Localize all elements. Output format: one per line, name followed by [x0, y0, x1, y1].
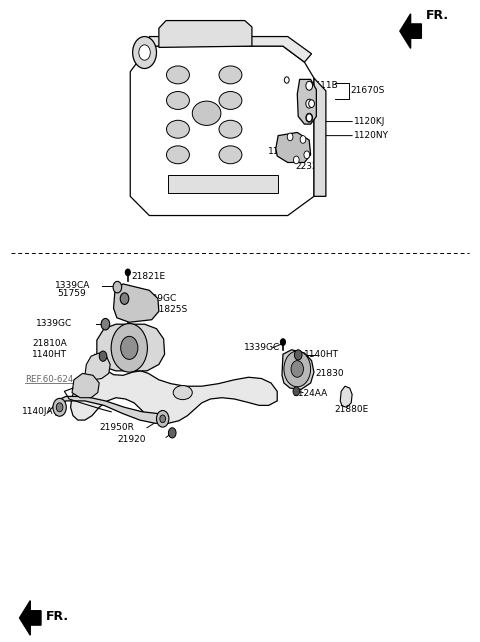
Circle shape [125, 269, 130, 275]
Ellipse shape [167, 92, 190, 109]
Circle shape [156, 410, 169, 427]
Text: 21825S: 21825S [153, 305, 187, 314]
Polygon shape [71, 363, 277, 423]
Text: 21810A: 21810A [33, 339, 67, 348]
Circle shape [287, 133, 293, 141]
Circle shape [300, 135, 306, 143]
Text: 1339GC: 1339GC [36, 319, 72, 328]
Text: 1140HT: 1140HT [304, 351, 339, 360]
Circle shape [306, 82, 312, 91]
Circle shape [306, 114, 312, 121]
Circle shape [291, 361, 303, 377]
Circle shape [113, 281, 121, 293]
Polygon shape [149, 37, 312, 62]
Ellipse shape [219, 66, 242, 84]
Circle shape [111, 324, 147, 372]
Circle shape [293, 387, 300, 395]
Circle shape [304, 151, 310, 159]
Text: 21920: 21920 [118, 435, 146, 444]
Text: 21670S: 21670S [351, 87, 385, 96]
Text: 1339GC: 1339GC [141, 294, 178, 303]
Circle shape [160, 415, 166, 422]
Polygon shape [340, 386, 352, 407]
Circle shape [56, 403, 63, 412]
Text: 1123LJ: 1123LJ [268, 147, 298, 156]
Text: 22320: 22320 [295, 162, 324, 171]
Ellipse shape [219, 146, 242, 164]
Circle shape [101, 318, 110, 330]
Text: 1120KJ: 1120KJ [354, 117, 385, 126]
Polygon shape [97, 324, 165, 371]
Text: 21611B: 21611B [303, 82, 338, 91]
Circle shape [99, 351, 107, 361]
Circle shape [132, 37, 156, 69]
Ellipse shape [167, 120, 190, 138]
Circle shape [139, 45, 150, 60]
Polygon shape [130, 46, 314, 216]
Circle shape [284, 351, 311, 387]
Text: 1339GC: 1339GC [244, 343, 280, 352]
Text: 1124AA: 1124AA [293, 389, 329, 398]
Circle shape [284, 77, 289, 83]
Text: 21950R: 21950R [99, 423, 134, 432]
Ellipse shape [173, 386, 192, 399]
Circle shape [293, 156, 299, 164]
Text: 21821E: 21821E [131, 272, 165, 281]
Circle shape [120, 293, 129, 304]
Polygon shape [400, 14, 421, 48]
Polygon shape [53, 396, 166, 423]
Polygon shape [276, 132, 311, 162]
Ellipse shape [192, 101, 221, 125]
Ellipse shape [219, 92, 242, 109]
Circle shape [53, 398, 66, 416]
Text: 1140HT: 1140HT [33, 350, 67, 359]
Circle shape [306, 100, 312, 108]
Text: 1120NY: 1120NY [354, 131, 389, 140]
Ellipse shape [167, 146, 190, 164]
Circle shape [120, 336, 138, 360]
Polygon shape [282, 350, 314, 390]
Circle shape [306, 113, 312, 122]
Polygon shape [72, 374, 99, 397]
Text: 1339CA: 1339CA [55, 281, 90, 290]
Circle shape [294, 350, 302, 360]
Ellipse shape [167, 66, 190, 84]
Text: REF.60-624: REF.60-624 [25, 376, 73, 385]
Text: 1140JA: 1140JA [22, 407, 53, 416]
Circle shape [281, 339, 285, 345]
Text: 51759: 51759 [58, 289, 86, 298]
Polygon shape [20, 601, 41, 635]
Circle shape [309, 100, 314, 107]
Text: 21830: 21830 [315, 369, 344, 378]
Polygon shape [297, 80, 316, 124]
Polygon shape [85, 353, 110, 380]
Polygon shape [168, 175, 278, 193]
Ellipse shape [219, 120, 242, 138]
Polygon shape [114, 284, 159, 322]
Text: FR.: FR. [426, 9, 449, 22]
Circle shape [168, 428, 176, 438]
Polygon shape [159, 21, 252, 48]
Text: FR.: FR. [46, 611, 69, 623]
Text: 21880E: 21880E [335, 405, 369, 414]
Polygon shape [314, 78, 326, 196]
